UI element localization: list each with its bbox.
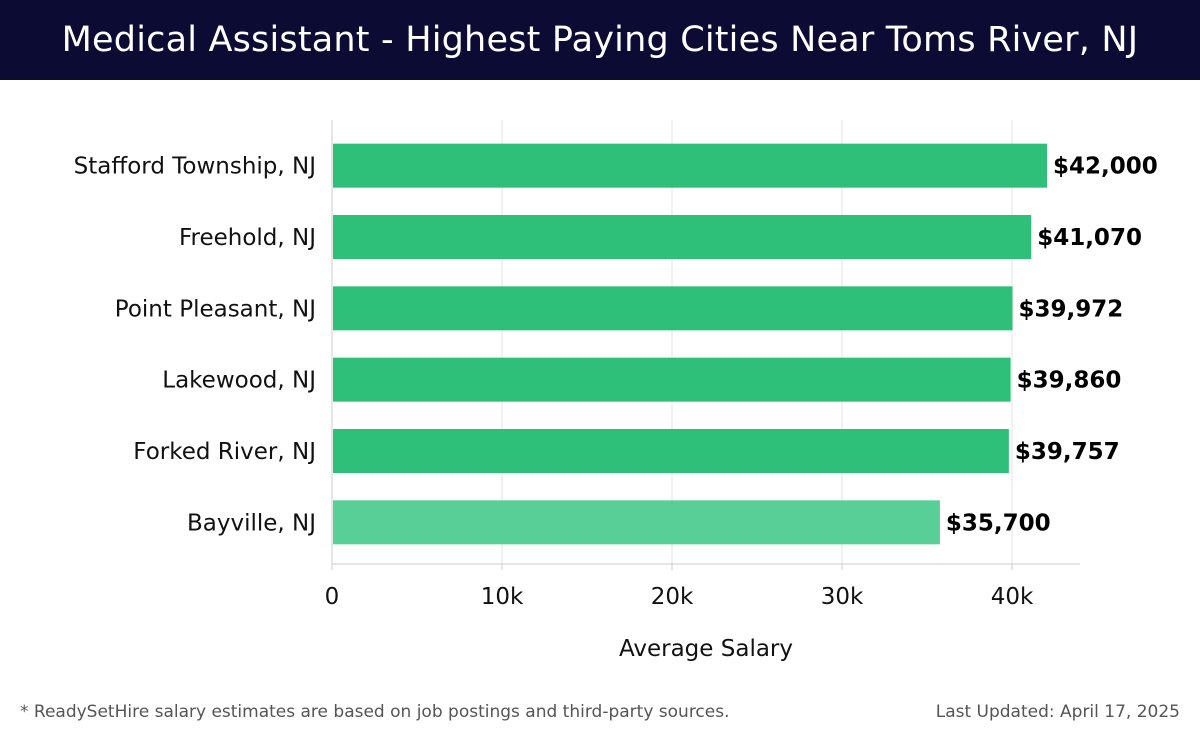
x-tick-label: 40k bbox=[991, 584, 1034, 610]
bar bbox=[333, 215, 1032, 259]
x-axis-label: Average Salary bbox=[619, 636, 793, 662]
bar bbox=[333, 429, 1009, 473]
last-updated: Last Updated: April 17, 2025 bbox=[935, 702, 1180, 722]
chart-header: Medical Assistant - Highest Paying Citie… bbox=[0, 0, 1200, 80]
value-label: $39,972 bbox=[1019, 296, 1124, 322]
bar bbox=[333, 357, 1011, 402]
value-label: $39,860 bbox=[1017, 368, 1122, 394]
bar bbox=[333, 286, 1013, 331]
x-tick-label: 20k bbox=[651, 584, 694, 610]
x-tick-label: 10k bbox=[481, 584, 524, 610]
category-label: Lakewood, NJ bbox=[162, 368, 316, 394]
category-label: Bayville, NJ bbox=[187, 510, 316, 536]
value-label: $41,070 bbox=[1037, 225, 1142, 251]
grid-lines bbox=[501, 120, 1013, 564]
value-label: $42,000 bbox=[1053, 154, 1158, 180]
chart-title: Medical Assistant - Highest Paying Citie… bbox=[61, 20, 1139, 60]
bar bbox=[333, 143, 1047, 188]
footnote: * ReadySetHire salary estimates are base… bbox=[20, 702, 730, 722]
category-label: Freehold, NJ bbox=[179, 225, 316, 251]
x-axis: 0 10k 20k 30k 40k bbox=[325, 120, 1080, 610]
category-label: Forked River, NJ bbox=[133, 439, 316, 465]
x-tick-label: 0 bbox=[325, 584, 340, 610]
value-label: $35,700 bbox=[946, 510, 1051, 536]
value-label: $39,757 bbox=[1015, 439, 1120, 465]
salary-bar-chart: Stafford Township, NJ $42,000 Freehold, NJ… bbox=[74, 120, 1158, 662]
category-label: Stafford Township, NJ bbox=[74, 154, 316, 180]
bars: Stafford Township, NJ $42,000 Freehold, NJ… bbox=[74, 143, 1158, 545]
x-tick-label: 30k bbox=[821, 584, 864, 610]
bar bbox=[333, 500, 940, 545]
category-label: Point Pleasant, NJ bbox=[115, 296, 316, 322]
